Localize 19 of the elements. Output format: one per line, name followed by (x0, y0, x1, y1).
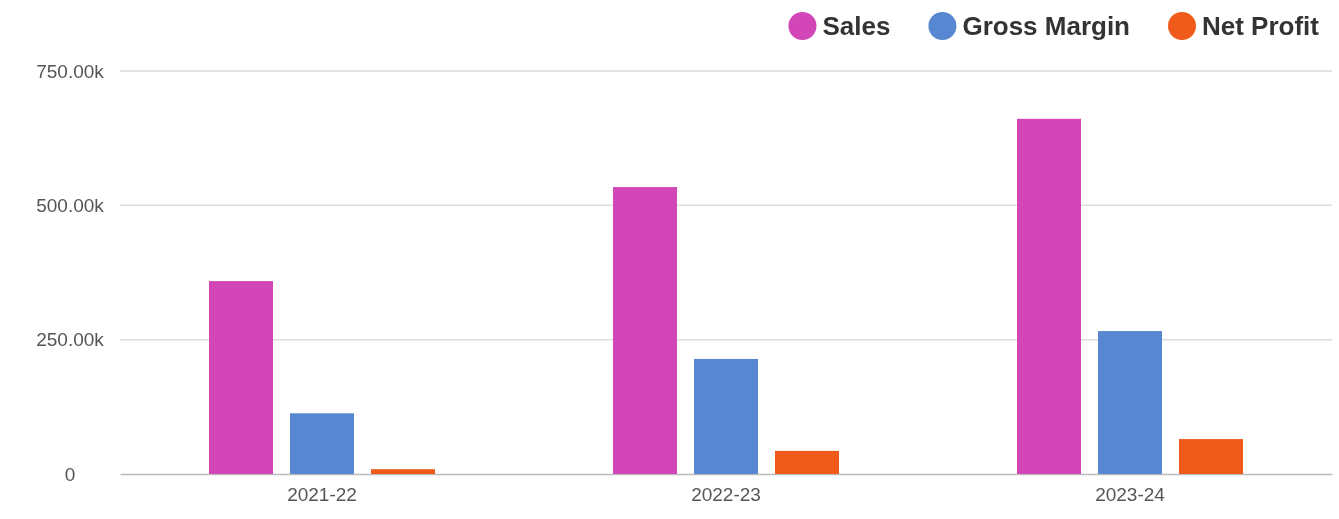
bar (290, 413, 354, 474)
bar (1098, 331, 1162, 474)
bar (613, 187, 677, 474)
x-tick-label: 2021-22 (287, 484, 357, 506)
y-tick-label: 250.00k (36, 329, 105, 351)
x-tick-label: 2023-24 (1095, 484, 1166, 506)
bar (694, 359, 758, 474)
legend-label: Sales (822, 11, 891, 41)
bar (209, 281, 273, 474)
y-tick-label: 750.00k (36, 60, 105, 82)
bar (371, 469, 435, 474)
bar (1179, 439, 1243, 474)
bar (1017, 118, 1081, 474)
legend-label: Net Profit (1202, 11, 1320, 41)
x-tick-label: 2022-23 (691, 484, 761, 506)
bar (775, 450, 839, 474)
y-tick-label: 0 (64, 463, 76, 485)
y-tick-label: 500.00k (36, 194, 105, 216)
legend-label: Gross Margin (962, 11, 1130, 41)
